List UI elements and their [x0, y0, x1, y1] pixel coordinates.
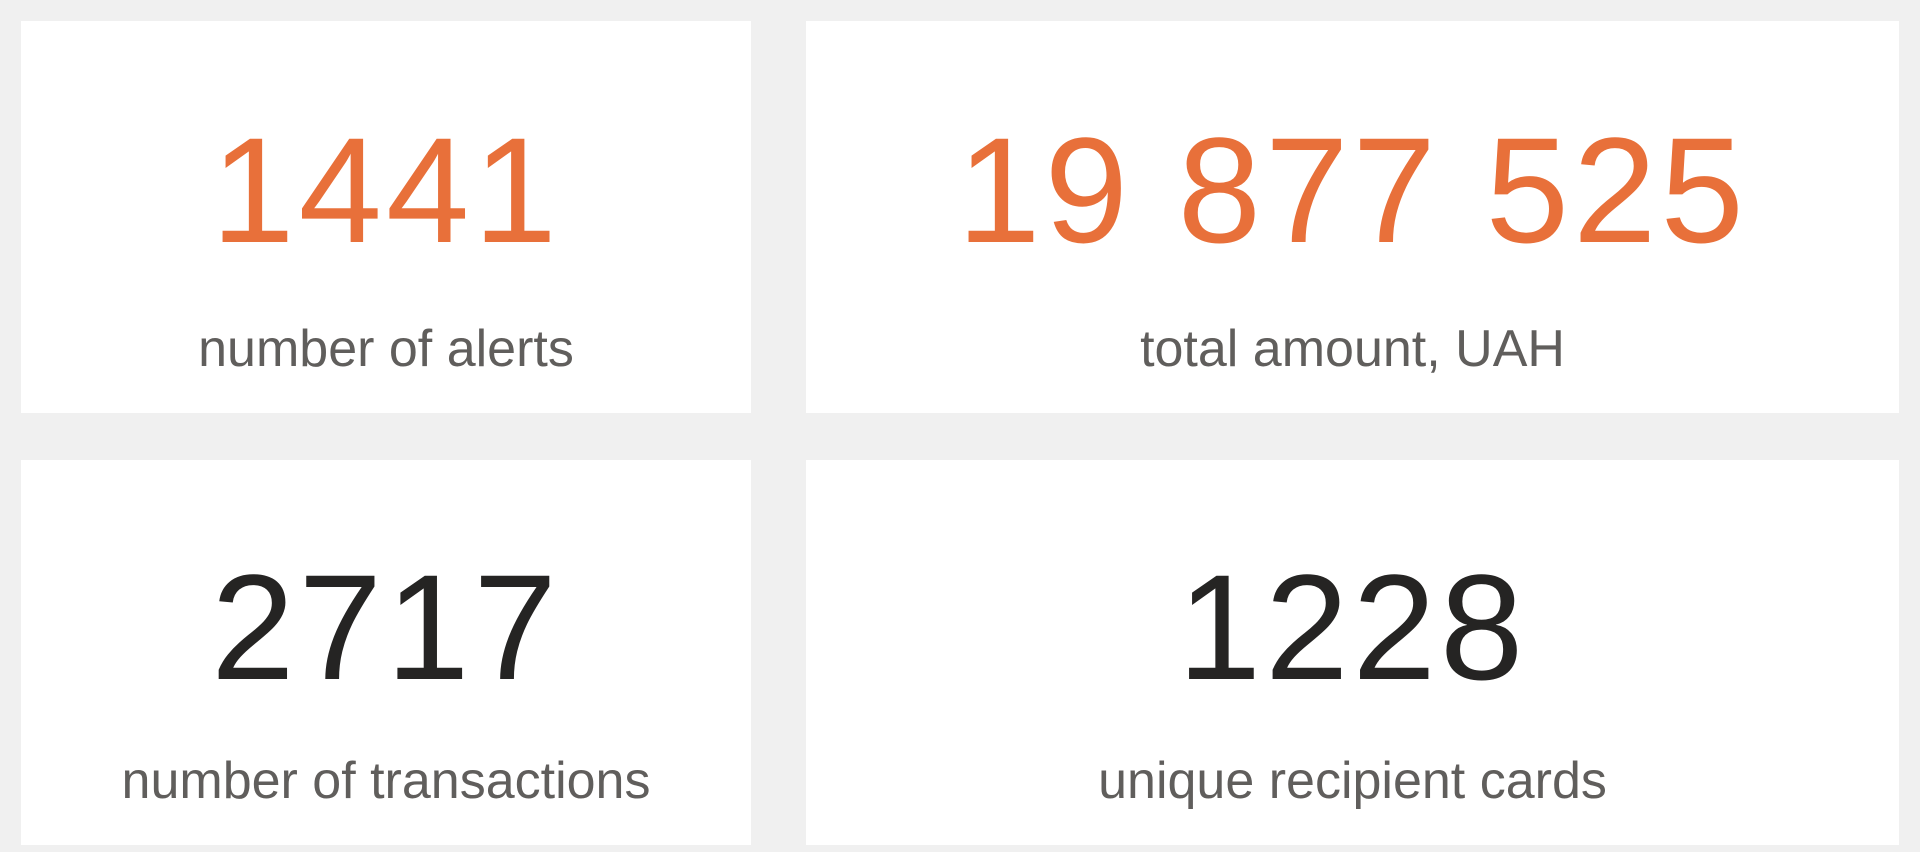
- kpi-value: 1441: [211, 106, 561, 274]
- kpi-value: 2717: [211, 543, 561, 711]
- kpi-value: 19 877 525: [957, 106, 1748, 274]
- kpi-label: number of transactions: [121, 752, 651, 810]
- kpi-card: 19 877 525 total amount, UAH: [806, 21, 1899, 413]
- kpi-value: 1228: [1177, 543, 1528, 711]
- kpi-label: unique recipient cards: [1098, 752, 1607, 810]
- kpi-card: 1441 number of alerts: [21, 21, 751, 413]
- kpi-card: 1228 unique recipient cards: [806, 460, 1899, 845]
- kpi-card: 2717 number of transactions: [21, 460, 751, 845]
- kpi-label: total amount, UAH: [1140, 320, 1565, 378]
- kpi-label: number of alerts: [198, 320, 574, 378]
